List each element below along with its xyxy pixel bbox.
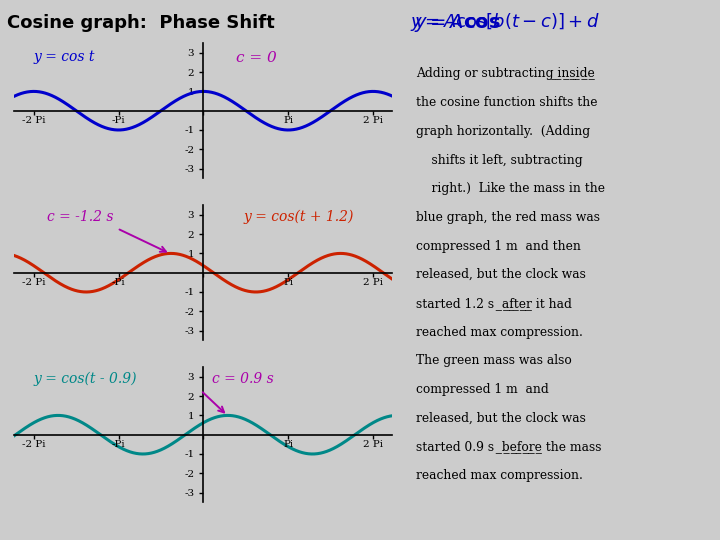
Text: shifts it left, subtracting: shifts it left, subtracting [416, 153, 583, 166]
Text: 2 Pi: 2 Pi [363, 441, 383, 449]
Text: blue graph, the red mass was: blue graph, the red mass was [416, 211, 600, 224]
Text: y = cos t: y = cos t [33, 50, 95, 64]
Text: y = cos(t - 0.9): y = cos(t - 0.9) [33, 371, 137, 386]
Text: right.)  Like the mass in the: right.) Like the mass in the [416, 182, 606, 195]
Text: Cosine graph:  Phase Shift: Cosine graph: Phase Shift [7, 14, 275, 31]
Text: $y = A\mathrm{cos}[b(t - c)] + d$: $y = A\mathrm{cos}[b(t - c)] + d$ [410, 11, 600, 33]
Text: Pi: Pi [283, 279, 293, 287]
Text: released, but the clock was: released, but the clock was [416, 411, 586, 424]
Text: 2 Pi: 2 Pi [363, 117, 383, 125]
Text: Pi: Pi [283, 117, 293, 125]
Text: -Pi: -Pi [112, 117, 125, 125]
Text: released, but the clock was: released, but the clock was [416, 268, 586, 281]
Text: -Pi: -Pi [112, 279, 125, 287]
Text: Adding or subtracting ̲i̲n̲s̲i̲d̲e̲: Adding or subtracting ̲i̲n̲s̲i̲d̲e̲ [416, 68, 595, 80]
Text: y = cos(t + 1.2): y = cos(t + 1.2) [244, 209, 354, 224]
Text: compressed 1 m  and: compressed 1 m and [416, 383, 549, 396]
Text: started 0.9 s  ̲b̲e̲f̲o̲r̲e̲ the mass: started 0.9 s ̲b̲e̲f̲o̲r̲e̲ the mass [416, 440, 602, 454]
Text: started 1.2 s  ̲a̲f̲t̲e̲r̲ it had: started 1.2 s ̲a̲f̲t̲e̲r̲ it had [416, 297, 572, 310]
Text: -2 Pi: -2 Pi [22, 279, 45, 287]
Text: c = 0: c = 0 [236, 51, 276, 64]
Text: the cosine function shifts the: the cosine function shifts the [416, 96, 598, 109]
Text: $\mathit{y = A}$$\mathbf{cos}$: $\mathit{y = A}$$\mathbf{cos}$ [414, 12, 501, 34]
Text: compressed 1 m  and then: compressed 1 m and then [416, 240, 581, 253]
Text: -2 Pi: -2 Pi [22, 441, 45, 449]
Text: Pi: Pi [283, 441, 293, 449]
Text: -Pi: -Pi [112, 441, 125, 449]
Text: c = 0.9 s: c = 0.9 s [212, 372, 274, 386]
Text: 2 Pi: 2 Pi [363, 279, 383, 287]
Text: graph horizontally.  (Adding: graph horizontally. (Adding [416, 125, 590, 138]
Text: c = -1.2 s: c = -1.2 s [47, 210, 113, 224]
Text: The green mass was also: The green mass was also [416, 354, 572, 367]
Text: reached max compression.: reached max compression. [416, 326, 583, 339]
Text: -2 Pi: -2 Pi [22, 117, 45, 125]
Text: reached max compression.: reached max compression. [416, 469, 583, 482]
